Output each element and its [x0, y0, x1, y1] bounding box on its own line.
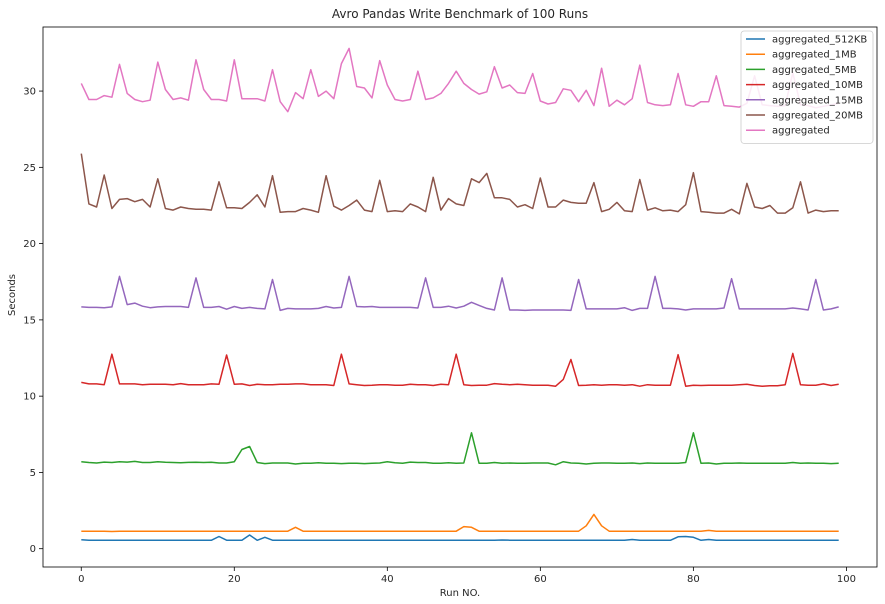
legend-label: aggregated [772, 126, 830, 137]
y-axis-ticks: 0 5 10 15 20 25 30 [23, 87, 43, 555]
series-line-aggregated-15mb [81, 275, 839, 312]
legend-box [740, 30, 874, 144]
x-axis-label: Run NO. [440, 588, 480, 599]
x-tick-label: 60 [534, 574, 547, 585]
legend: aggregated_512KB aggregated_1MB aggregated… [740, 30, 874, 144]
y-tick-label: 25 [23, 163, 36, 174]
legend-label: aggregated_20MB [772, 111, 863, 122]
legend-label: aggregated_10MB [772, 80, 863, 91]
x-tick-label: 80 [687, 574, 700, 585]
series-line-aggregated-5mb [81, 432, 839, 466]
plot-frame [42, 26, 878, 568]
series-line-aggregated-512kb [81, 534, 839, 542]
x-tick-label: 100 [837, 574, 856, 585]
series-line-aggregated [80, 47, 839, 113]
x-tick-label: 40 [381, 574, 394, 585]
series-line-aggregated-10mb [81, 352, 839, 387]
y-tick-label: 5 [30, 468, 36, 479]
x-tick-label: 0 [78, 574, 84, 585]
chart-title: Avro Pandas Write Benchmark of 100 Runs [332, 7, 588, 21]
x-tick-label: 20 [228, 574, 241, 585]
legend-label: aggregated_512KB [772, 35, 867, 46]
series-line-aggregated-1mb [81, 513, 839, 533]
y-axis-label: Seconds [7, 274, 18, 316]
y-tick-label: 10 [23, 392, 36, 403]
y-tick-label: 20 [23, 239, 36, 250]
series-line-aggregated-20mb [80, 153, 839, 215]
y-tick-label: 15 [23, 315, 36, 326]
x-axis-ticks: 0 20 40 60 80 100 [78, 567, 856, 585]
y-tick-label: 0 [30, 544, 36, 555]
plot-series [80, 47, 839, 542]
legend-label: aggregated_15MB [772, 95, 863, 106]
legend-label: aggregated_1MB [772, 50, 857, 61]
legend-label: aggregated_5MB [772, 65, 857, 76]
y-tick-label: 30 [23, 87, 36, 98]
